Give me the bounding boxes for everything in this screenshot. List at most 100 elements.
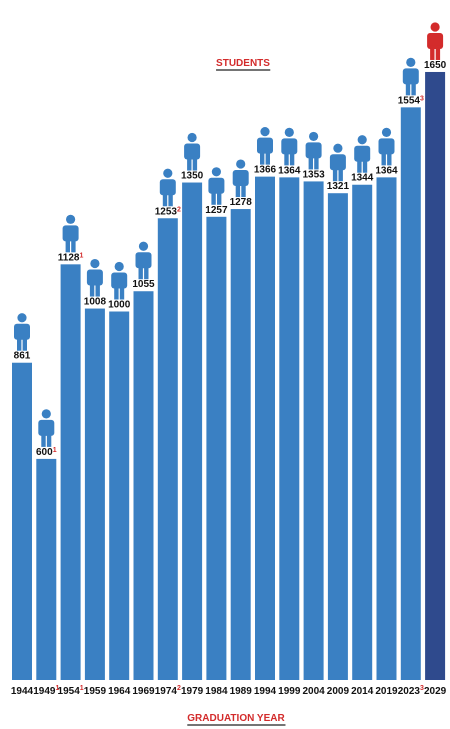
value-text: 1008 (84, 297, 107, 308)
icon-leg (308, 155, 313, 170)
icon-body (135, 252, 152, 269)
person-icon (38, 409, 55, 447)
x-tick-label: 2014 (351, 686, 374, 697)
person-icon (402, 57, 419, 96)
x-tick-label: 1944 (11, 686, 34, 697)
value-label: 1344 (351, 173, 374, 184)
icon-body (184, 143, 201, 160)
category-text: 1964 (108, 686, 131, 697)
x-tick-label: 2004 (302, 686, 325, 697)
icon-leg (381, 151, 386, 166)
footnote-mark: 3 (420, 685, 424, 692)
bar (157, 218, 178, 680)
category-text: 2019 (375, 686, 398, 697)
bar (400, 107, 421, 680)
footnote-mark: 2 (177, 206, 181, 213)
value-text: 861 (14, 351, 31, 362)
value-text: 1650 (424, 60, 447, 71)
person-icon (111, 261, 128, 300)
category-text: 1994 (254, 686, 277, 697)
category-text: 1984 (205, 686, 228, 697)
icon-head (430, 22, 440, 32)
icon-leg (95, 282, 100, 297)
bar (327, 193, 348, 681)
icon-head (41, 409, 51, 419)
icon-body (86, 269, 103, 286)
icon-body (281, 138, 298, 155)
icon-head (211, 167, 221, 177)
bar (60, 264, 81, 680)
value-text: 1350 (181, 171, 204, 182)
x-tick-label: 1994 (254, 686, 277, 697)
icon-head (163, 168, 173, 178)
icon-body (208, 177, 225, 194)
value-label: 1321 (327, 181, 350, 192)
bar (352, 184, 373, 680)
icon-leg (284, 151, 289, 166)
value-text: 1364 (375, 165, 398, 176)
icon-leg (338, 167, 343, 182)
icon-leg (119, 285, 125, 300)
icon-leg (405, 81, 411, 96)
bar (12, 362, 32, 680)
person-icon (62, 214, 79, 253)
icon-leg (71, 238, 76, 253)
icon-body (62, 225, 79, 242)
icon-head (284, 127, 294, 137)
icon-leg (168, 192, 173, 207)
person-icon (329, 143, 346, 182)
value-label: 12532 (155, 206, 181, 217)
icon-leg (114, 285, 119, 300)
icon-leg (289, 151, 295, 166)
icon-leg (430, 45, 435, 60)
icon-leg (357, 158, 362, 173)
value-text: 1321 (327, 181, 350, 192)
person-icon (14, 313, 30, 351)
category-text: 1989 (230, 686, 253, 697)
icon-body (257, 137, 273, 154)
person-icon (378, 127, 395, 166)
icon-body (305, 142, 322, 159)
x-tick-label: 19541 (58, 685, 84, 697)
icon-head (236, 159, 246, 169)
x-tick-label: 1969 (132, 686, 155, 697)
footnote-mark: 1 (53, 447, 57, 454)
value-label: 861 (14, 351, 31, 362)
value-label: 1000 (108, 300, 131, 311)
x-axis-label: GRADUATION YEAR (187, 713, 285, 724)
x-tick-label: 2029 (424, 686, 447, 697)
footnote-mark: 1 (79, 252, 83, 259)
icon-leg (144, 265, 149, 280)
icon-leg (162, 192, 168, 207)
category-text: 2004 (302, 686, 325, 697)
bar (279, 177, 300, 680)
icon-head (114, 261, 124, 272)
value-text: 1257 (205, 205, 228, 216)
icon-leg (211, 190, 216, 205)
icon-body (427, 32, 444, 49)
value-label: 1278 (230, 197, 253, 208)
value-text: 1364 (278, 165, 301, 176)
icon-leg (187, 156, 192, 171)
value-text: 1278 (230, 197, 253, 208)
x-tick-label: 20233 (398, 685, 424, 697)
category-text: 1979 (181, 686, 204, 697)
icon-body (159, 179, 176, 196)
x-tick-label: 19491 (33, 685, 59, 697)
icon-leg (314, 155, 319, 170)
icon-body (354, 145, 371, 162)
icon-leg (65, 238, 70, 253)
value-text: 600 (36, 447, 53, 458)
bar (133, 291, 154, 680)
person-icon (135, 241, 152, 280)
icon-leg (332, 167, 338, 182)
category-text: 1944 (11, 686, 34, 697)
value-label: 1055 (132, 279, 155, 290)
icon-head (406, 57, 416, 67)
category-text: 1959 (84, 686, 107, 697)
icon-head (17, 313, 27, 323)
value-text: 1353 (302, 169, 325, 180)
value-text: 1000 (108, 300, 131, 311)
category-text: 2009 (327, 686, 350, 697)
